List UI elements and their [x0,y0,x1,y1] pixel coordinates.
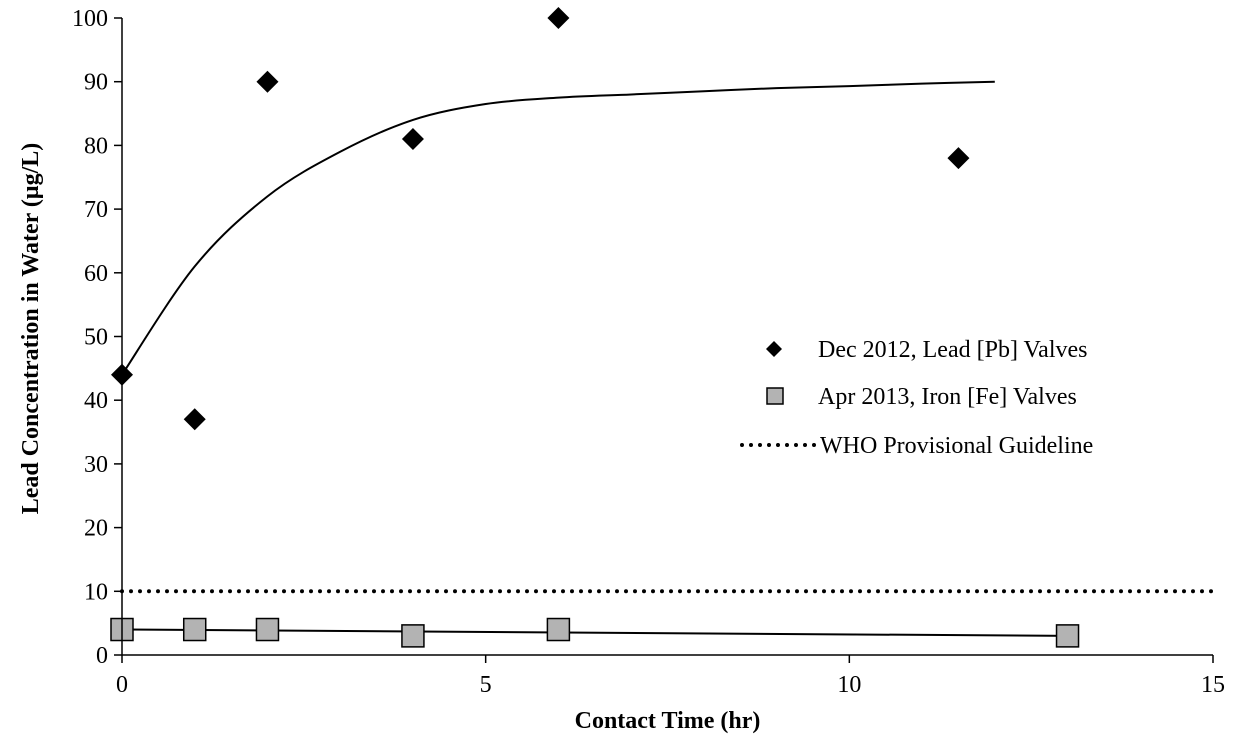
series-1-point [255,617,280,642]
y-tick-label: 20 [84,516,108,542]
x-tick-label: 15 [1201,672,1225,698]
legend-item-0-symbol [766,341,782,357]
y-tick-label: 30 [84,452,108,478]
series-0-point [256,70,279,93]
x-tick-label: 5 [480,672,492,698]
plot-area [110,7,1215,648]
y-tick-label: 80 [84,133,108,159]
x-tick-label: 10 [837,672,861,698]
legend-item-2-label: WHO Provisional Guideline [820,433,1093,459]
y-tick-label: 50 [84,325,108,351]
series-1-trendline [121,628,1068,637]
series-1-point [401,624,425,648]
y-tick-label: 10 [84,579,108,605]
series-0-point [947,147,970,170]
legend-item-1-symbol [766,387,784,405]
series-0-point [547,7,570,29]
y-tick-label: 100 [72,6,108,32]
y-tick-label: 40 [84,388,108,414]
series-0-point [401,128,424,151]
y-tick-label: 70 [84,197,108,223]
series-1-point [182,617,207,642]
series-0-point [183,408,206,431]
y-tick-label: 60 [84,261,108,287]
series-1-point [546,617,571,642]
x-ticks: 0 5 10 15 [116,655,1225,698]
y-axis-title: Lead Concentration in Water (µg/L) [18,143,44,515]
legend-item-1-label: Apr 2013, Iron [Fe] Valves [818,384,1077,410]
axes: 0 10 20 30 40 50 60 70 80 90 100 0 5 10 15 [72,6,1225,698]
series-0-trendline [121,80,995,376]
x-tick-label: 0 [116,672,128,698]
legend-item-0-label: Dec 2012, Lead [Pb] Valves [818,337,1087,363]
y-ticks: 0 10 20 30 40 50 60 70 80 90 100 [72,6,122,669]
y-tick-label: 0 [96,643,108,669]
series-1-point [1055,624,1080,648]
y-tick-label: 90 [84,70,108,96]
legend: Dec 2012, Lead [Pb] Valves Apr 2013, Iron… [740,337,1093,459]
x-axis-title: Contact Time (hr) [575,708,761,734]
